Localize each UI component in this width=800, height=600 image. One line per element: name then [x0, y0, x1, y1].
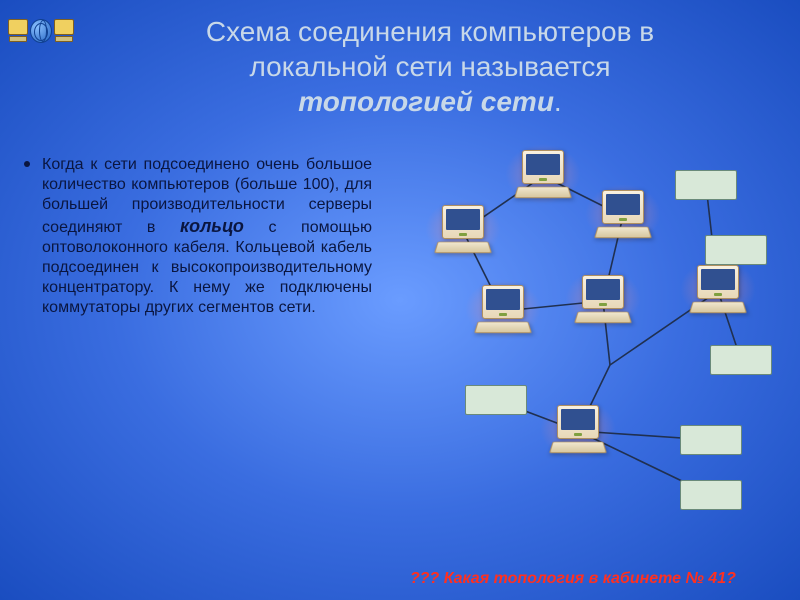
slide-corner-icon — [8, 8, 74, 54]
question-body: Какая топология в кабинете № 41? — [444, 570, 736, 587]
question-text: ??? Какая топология в кабинете № 41? — [410, 569, 770, 588]
question-prefix: ??? — [410, 570, 444, 587]
mini-pc-icon — [8, 19, 28, 43]
bullet-icon — [24, 161, 30, 167]
leaf-box — [680, 480, 742, 510]
body-paragraph: Когда к сети подсоединено очень большое … — [42, 155, 372, 318]
globe-icon — [30, 19, 52, 43]
computer-node — [475, 285, 531, 337]
title-trailing: . — [554, 86, 562, 117]
computer-node — [515, 150, 571, 202]
title-emphasis: топологией сети — [298, 86, 554, 117]
computer-node — [575, 275, 631, 327]
leaf-box — [675, 170, 737, 200]
slide-title: Схема соединения компьютеров в локальной… — [100, 14, 760, 119]
leaf-box — [710, 345, 772, 375]
computer-node — [435, 205, 491, 257]
leaf-box — [705, 235, 767, 265]
title-line2: локальной сети называется — [249, 51, 610, 82]
network-diagram — [400, 140, 780, 510]
leaf-box — [465, 385, 527, 415]
title-line1: Схема соединения компьютеров в — [206, 16, 654, 47]
mini-pc-icon — [54, 19, 74, 43]
computer-node — [550, 405, 606, 457]
leaf-box — [680, 425, 742, 455]
body-emphasis: кольцо — [180, 216, 244, 236]
computer-node — [690, 265, 746, 317]
computer-node — [595, 190, 651, 242]
